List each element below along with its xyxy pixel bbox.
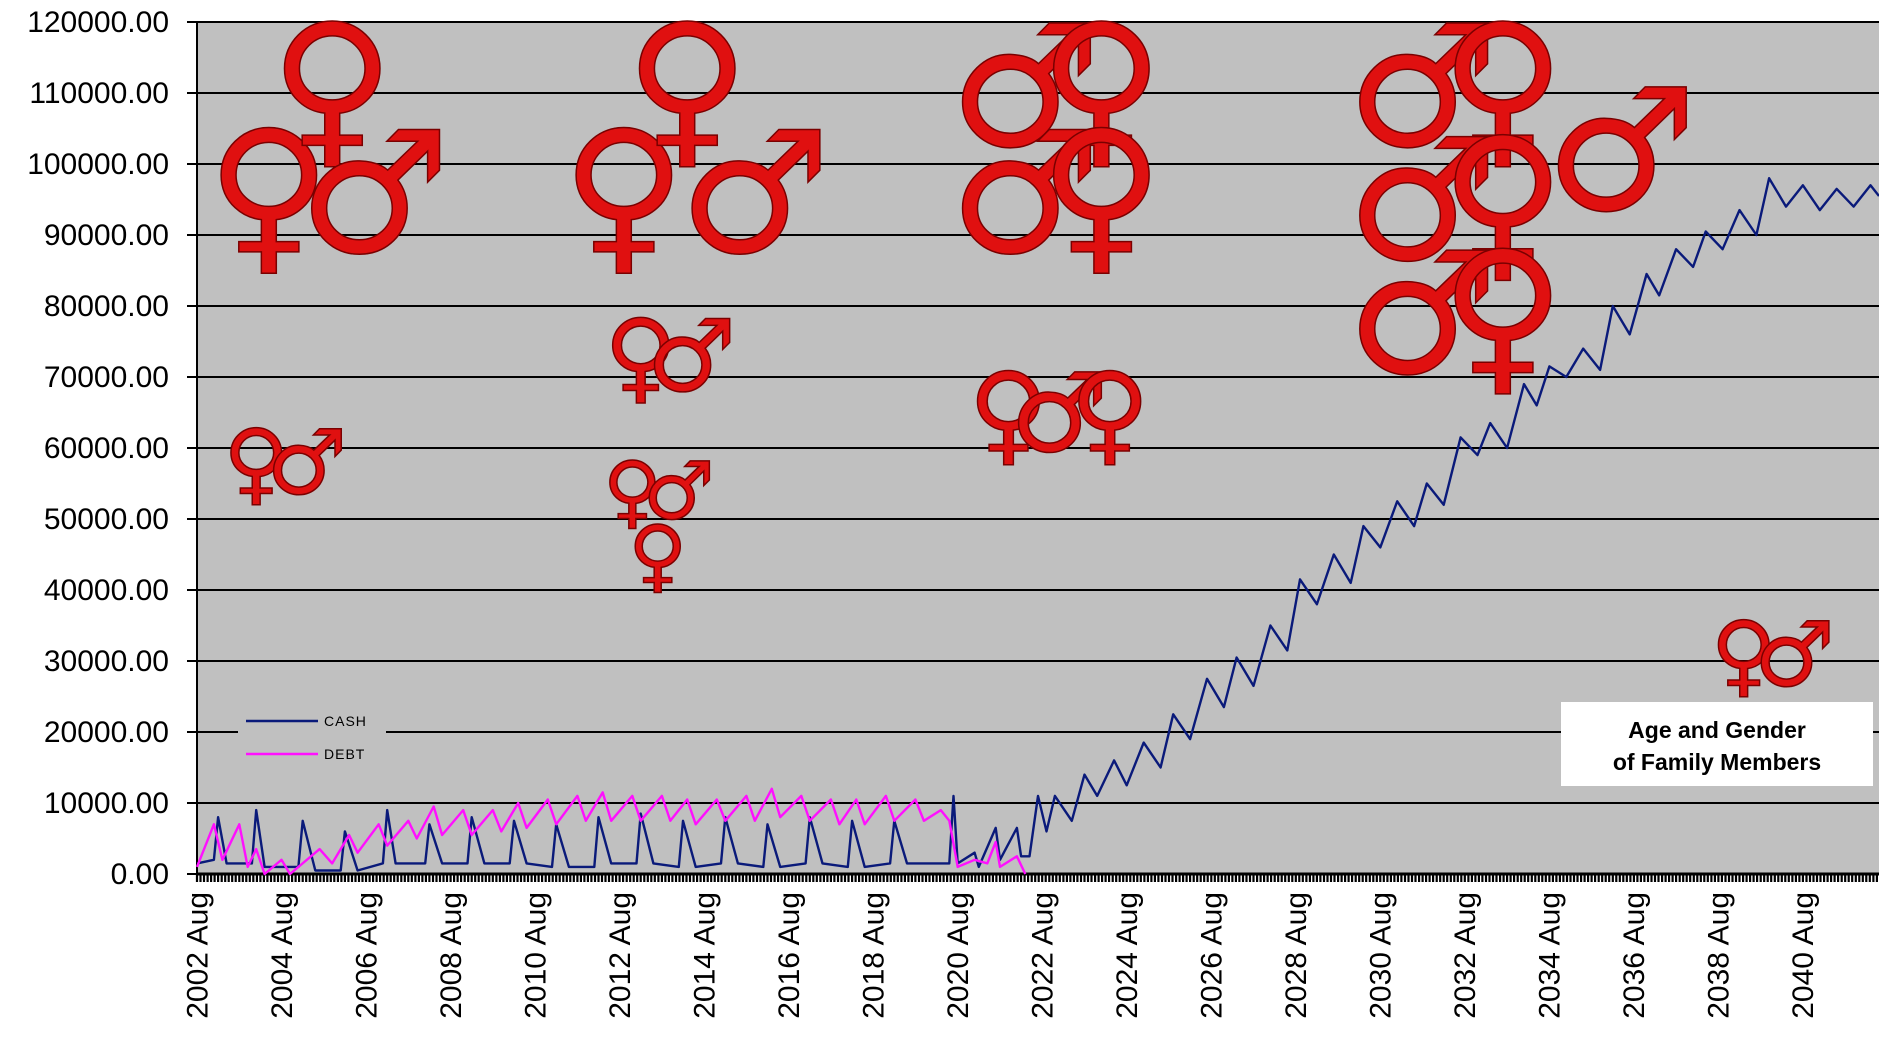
series-line-debt [195, 787, 1027, 876]
male-symbol-icon: ♂ [679, 95, 831, 293]
y-tick-label: 60000.00 [44, 432, 169, 465]
x-tick-label: 2018 Aug [857, 892, 890, 1019]
x-tick-label: 2032 Aug [1449, 892, 1482, 1019]
female-symbol-icon: ♀ [562, 95, 687, 293]
series-line-cash [196, 176, 1879, 872]
male-symbol-icon: ♂ [298, 95, 450, 293]
y-tick-label: 90000.00 [44, 219, 169, 252]
y-tick-label: 120000.00 [27, 6, 169, 39]
x-axis-ticks: 2002 Aug 2004 Aug 2006 Aug 2008 Aug 2010 Aug… [181, 892, 1820, 1019]
female-symbol-icon: ♀ [603, 445, 662, 538]
male-symbol-icon: ♂ [949, 0, 1101, 186]
x-tick-label: 2006 Aug [350, 892, 383, 1019]
female-symbol-icon: ♀ [270, 0, 395, 186]
y-axis-ticks: 120000.00 110000.00 100000.00 90000.00 80000… [27, 6, 169, 891]
x-tick-label: 2008 Aug [435, 892, 468, 1019]
annotation-box: Age and Gender of Family Members [1561, 702, 1873, 786]
y-tick-label: 110000.00 [29, 77, 169, 110]
y-tick-label: 30000.00 [44, 645, 169, 678]
female-symbol-icon: ♀ [1441, 102, 1566, 300]
annotation-box-bg [1561, 702, 1873, 786]
male-symbol-icon: ♂ [643, 445, 715, 538]
x-tick-label: 2028 Aug [1280, 892, 1313, 1019]
female-symbol-icon: ♀ [1711, 602, 1777, 707]
x-tick-label: 2014 Aug [688, 892, 721, 1019]
x-tick-label: 2010 Aug [519, 892, 552, 1019]
legend-box [238, 700, 386, 776]
male-symbol-icon: ♂ [647, 298, 737, 415]
female-symbol-icon: ♀ [1441, 0, 1566, 186]
x-tick-label: 2020 Aug [942, 892, 975, 1019]
male-symbol-icon: ♂ [1346, 216, 1498, 414]
female-symbol-icon: ♀ [1039, 0, 1164, 186]
x-tick-label: 2012 Aug [604, 892, 637, 1019]
x-tick-label: 2022 Aug [1027, 892, 1060, 1019]
y-tick-label: 10000.00 [44, 787, 169, 820]
female-symbol-icon: ♀ [207, 95, 332, 293]
male-symbol-icon: ♂ [1545, 52, 1697, 250]
x-tick-label: 2004 Aug [266, 892, 299, 1019]
x-tick-label: 2040 Aug [1787, 892, 1820, 1019]
x-tick-label: 2034 Aug [1534, 892, 1567, 1019]
y-tick-label: 70000.00 [44, 361, 169, 394]
male-symbol-icon: ♂ [1754, 602, 1835, 707]
male-symbol-icon: ♂ [1346, 102, 1498, 300]
female-symbol-icon: ♀ [1070, 349, 1151, 477]
x-tick-label: 2016 Aug [773, 892, 806, 1019]
x-tick-label: 2002 Aug [181, 892, 214, 1019]
annotation-line-2: of Family Members [1613, 749, 1821, 775]
female-symbol-icon: ♀ [625, 0, 750, 186]
y-tick-label: 80000.00 [44, 290, 169, 323]
female-symbol-icon: ♀ [1039, 95, 1164, 293]
female-symbol-icon: ♀ [223, 411, 289, 516]
x-tick-label: 2026 Aug [1196, 892, 1229, 1019]
female-symbol-icon: ♀ [968, 349, 1049, 477]
x-tick-label: 2024 Aug [1111, 892, 1144, 1019]
gridlines [187, 21, 1879, 875]
male-symbol-icon: ♂ [267, 411, 348, 516]
family-symbols: ♀♀♂♀♂♀♀♂♀♂♀♂♀♂♀♂♀♀♂♀♂♀♂♀♂♀♂♀♂ [206, 0, 1836, 708]
legend-debt-label: DEBT [324, 746, 365, 762]
y-tick-label: 100000.00 [27, 148, 169, 181]
x-tick-label: 2030 Aug [1365, 892, 1398, 1019]
x-axis-tick-marks [195, 872, 1879, 882]
y-tick-label: 0.00 [111, 858, 169, 891]
y-tick-label: 20000.00 [44, 716, 169, 749]
y-tick-label: 50000.00 [44, 503, 169, 536]
female-symbol-icon: ♀ [1441, 216, 1566, 414]
male-symbol-icon: ♂ [1010, 349, 1109, 477]
annotation-line-1: Age and Gender [1628, 717, 1806, 743]
legend: CASH DEBT [238, 700, 386, 776]
x-tick-label: 2036 Aug [1618, 892, 1651, 1019]
y-tick-label: 40000.00 [44, 574, 169, 607]
x-tick-label: 2038 Aug [1703, 892, 1736, 1019]
x-monthly-ticks [195, 874, 1878, 882]
male-symbol-icon: ♂ [1346, 0, 1498, 186]
series-layer [195, 176, 1879, 876]
legend-cash-label: CASH [324, 713, 367, 729]
male-symbol-icon: ♂ [949, 95, 1101, 293]
female-symbol-icon: ♀ [628, 509, 687, 602]
female-symbol-icon: ♀ [604, 298, 677, 415]
